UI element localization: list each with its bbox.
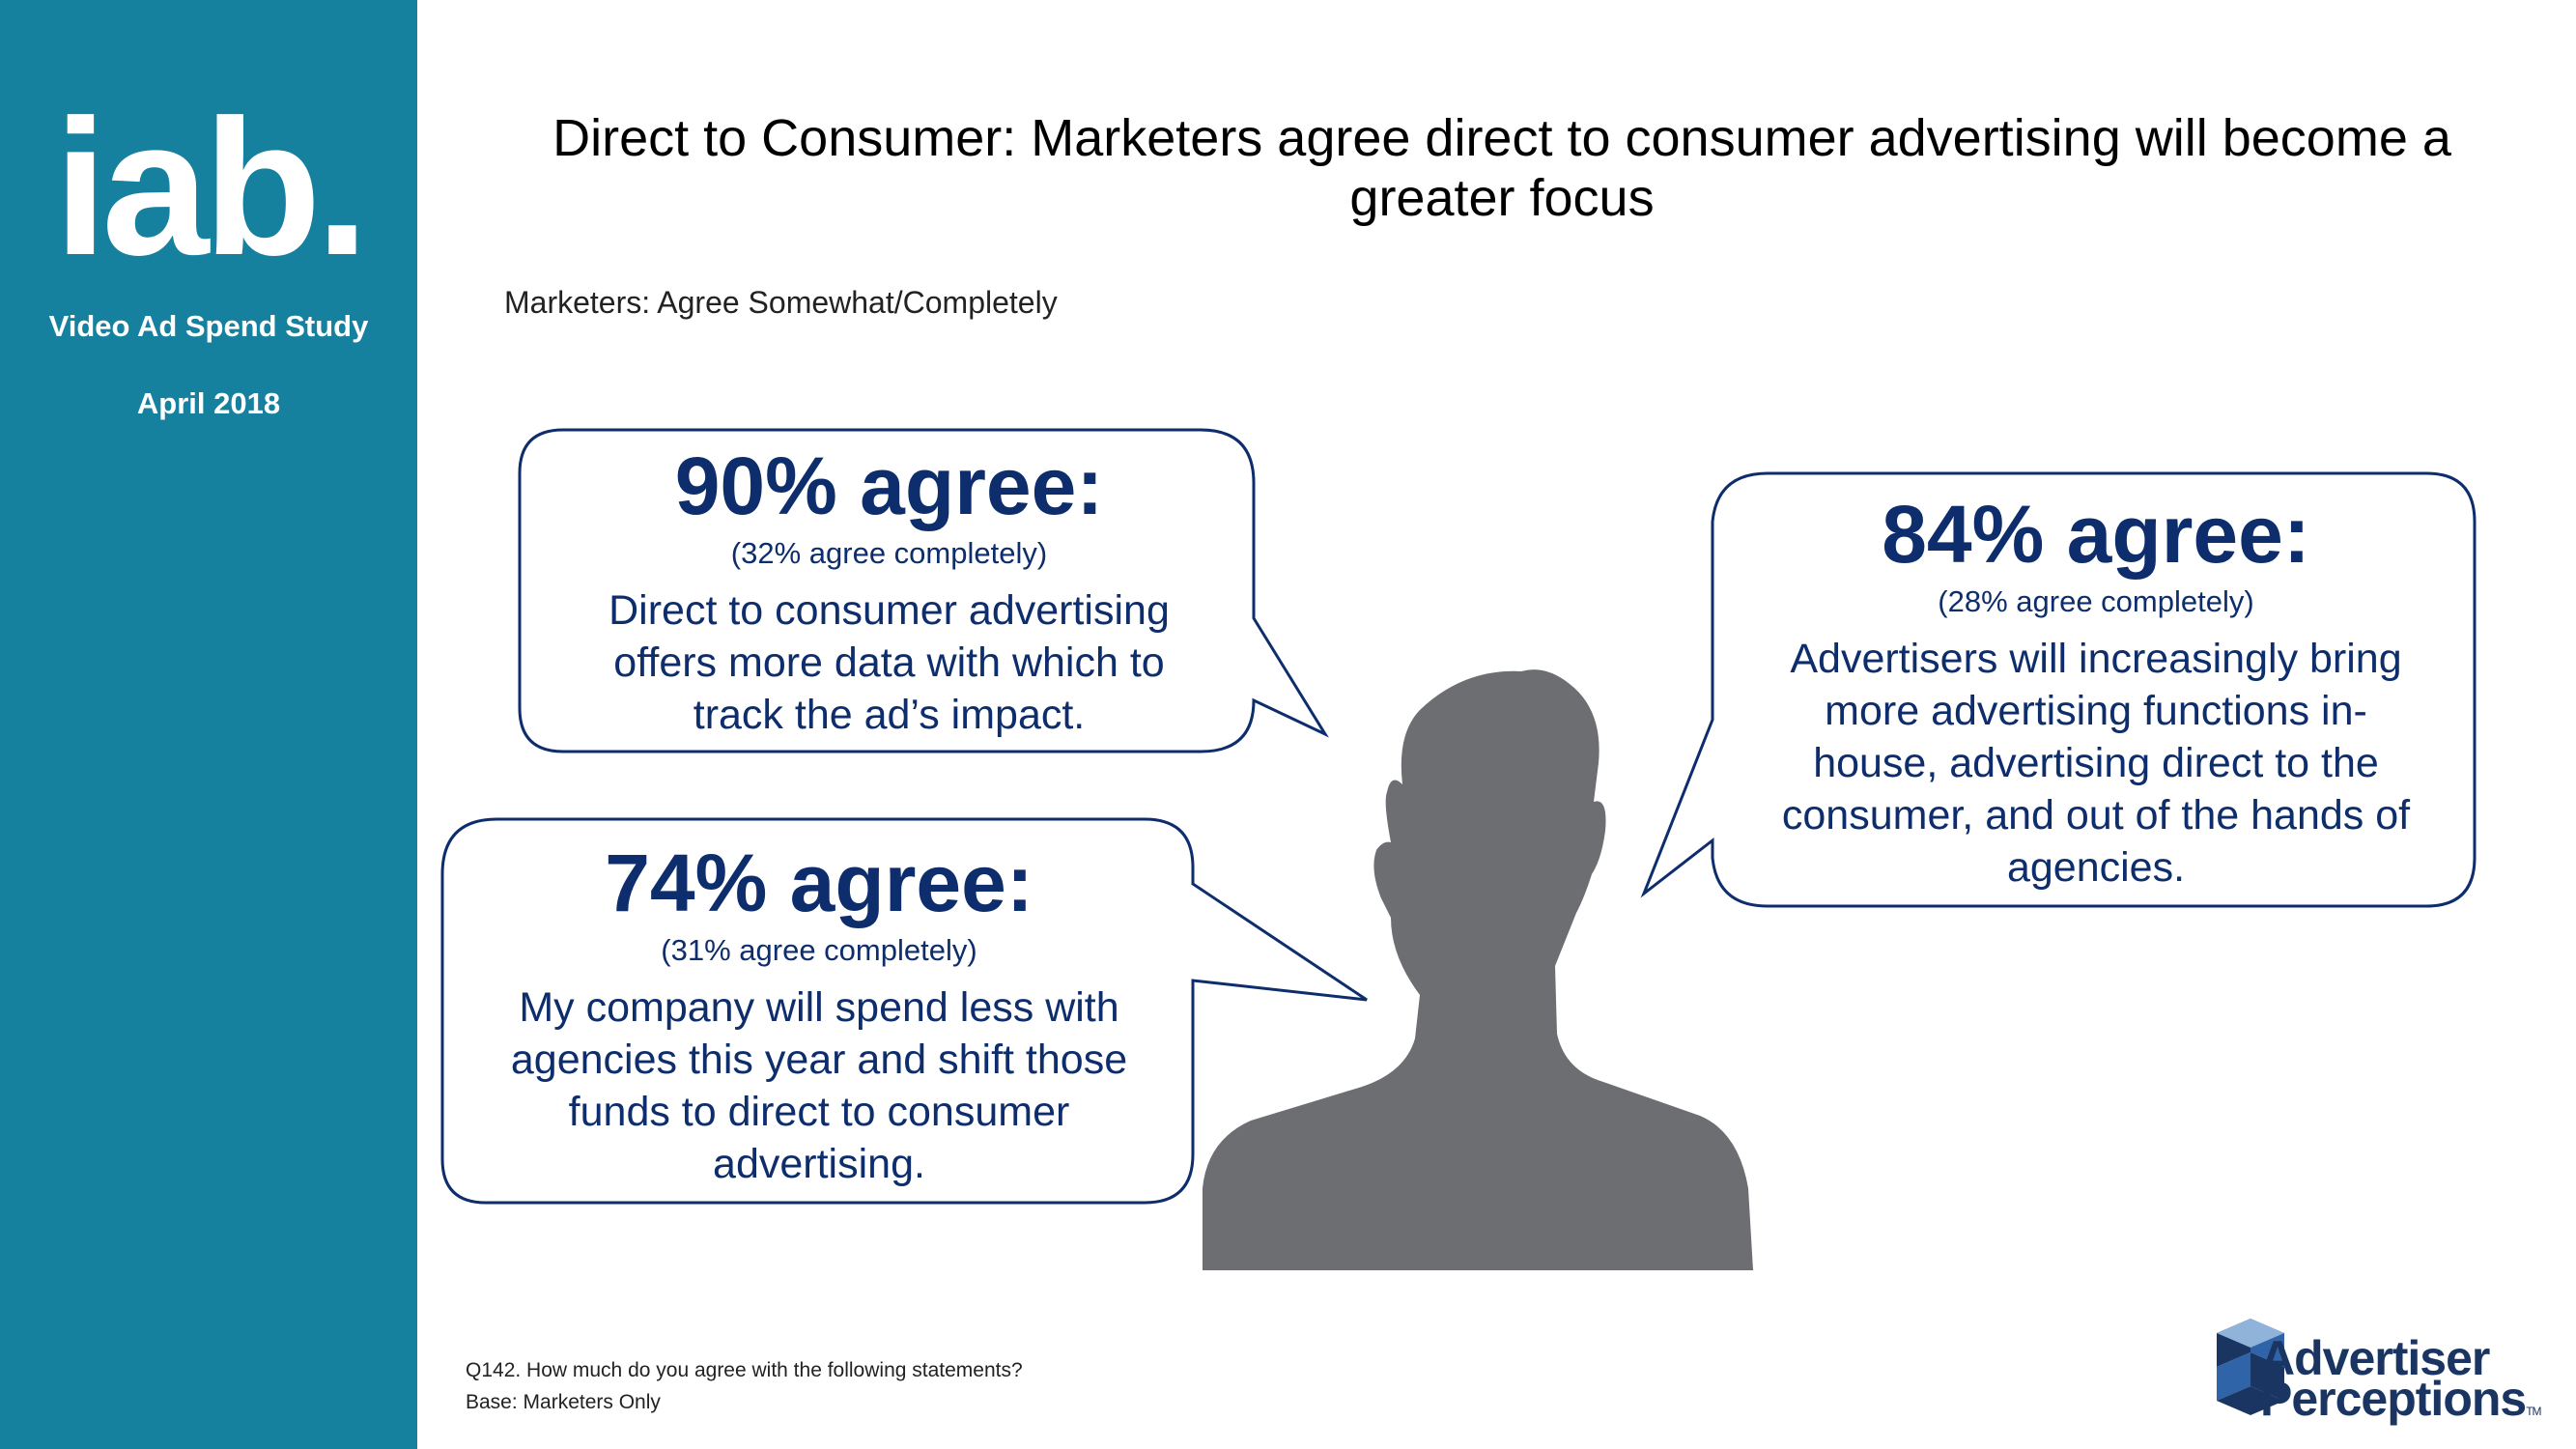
brand-logo: Advertiser PerceptionsTM [2260, 1331, 2542, 1432]
stat-detail-3: (28% agree completely) [1938, 584, 2254, 618]
stat-statement-2: My company will spend less with agencies… [510, 984, 1128, 1187]
stat-statement-3: Advertisers will increasingly bring more… [1781, 636, 2411, 891]
stat-card-2: 74% agree: (31% agree completely) My com… [462, 837, 1176, 1190]
iab-logo: iab. [53, 80, 370, 296]
footnote-question: Q142. How much do you agree with the fol… [466, 1359, 1023, 1381]
study-date: April 2018 [136, 386, 281, 420]
speech-bubble-3 [1640, 471, 2477, 908]
sidebar: iab. Video Ad Spend Study April 2018 [0, 0, 417, 1449]
brand-name-line1: Advertiser [2260, 1331, 2490, 1385]
stat-headline-2: 74% agree: [605, 838, 1033, 928]
cube-logo-icon [2217, 1319, 2284, 1415]
footnote-base: Base: Marketers Only [466, 1391, 661, 1413]
study-name: Video Ad Spend Study [48, 309, 369, 343]
speech-bubble-2 [440, 817, 1368, 1205]
brand-name-line2: Perceptions [2260, 1372, 2527, 1426]
stat-detail-2: (31% agree completely) [661, 933, 977, 967]
person-silhouette-icon [1203, 669, 1753, 1270]
page-subtitle: Marketers: Agree Somewhat/Completely [504, 285, 1058, 320]
stat-statement-1: Direct to consumer advertising offers mo… [609, 587, 1170, 738]
speech-bubble-1 [518, 428, 1329, 753]
stat-detail-1: (32% agree completely) [730, 536, 1048, 570]
stat-headline-1: 90% agree: [674, 440, 1104, 531]
page-title: Direct to Consumer: Marketers agree dire… [552, 109, 2451, 227]
stat-headline-3: 84% agree: [1882, 489, 2310, 580]
stat-card-1: 90% agree: (32% agree completely) Direct… [529, 440, 1249, 741]
trademark-mark: TM [2526, 1405, 2541, 1418]
stat-card-3: 84% agree: (28% agree completely) Advert… [1729, 488, 2463, 894]
